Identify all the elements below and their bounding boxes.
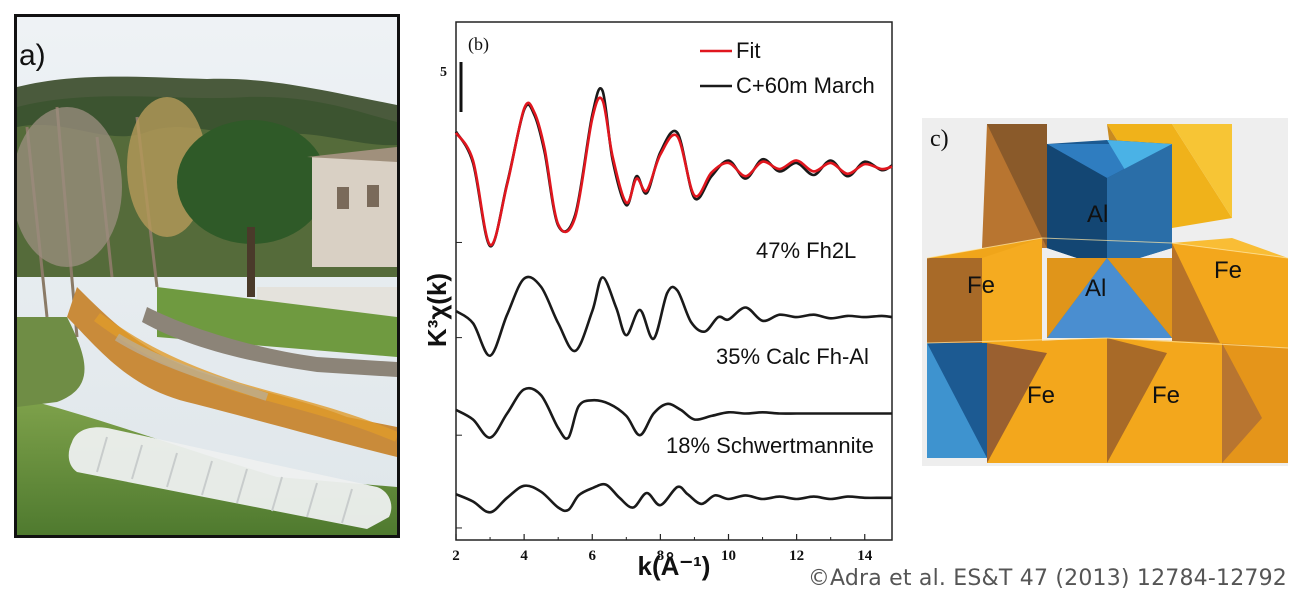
x-tick-label: 6 xyxy=(589,548,597,564)
x-tick-label: 4 xyxy=(520,548,528,564)
x-tick-label: 2 xyxy=(452,548,460,564)
polyhedral-structure: c) Al Al Fe Fe Fe Fe xyxy=(922,118,1289,466)
exafs-chart: 5 (b) Fit C+60m March 47% Fh2L 35% Calc … xyxy=(422,21,893,581)
structure-panel-label: c) xyxy=(930,126,949,152)
component-label-fh-al: 35% Calc Fh-Al xyxy=(716,344,869,369)
scale-bar-label: 5 xyxy=(440,65,447,80)
chart-panel-label: (b) xyxy=(468,34,489,55)
x-axis-ticks: 2 4 6 8 10 12 14 xyxy=(452,534,873,564)
atom-label-al-bottom: Al xyxy=(1085,275,1106,302)
x-tick-label: 10 xyxy=(721,548,736,564)
series-lines xyxy=(454,87,893,514)
series-line-4 xyxy=(455,482,892,514)
atom-label-fe-left-lower: Fe xyxy=(1027,382,1055,409)
x-tick-label: 8 xyxy=(657,548,665,564)
legend-data-label: C+60m March xyxy=(736,73,875,98)
plot-frame xyxy=(455,21,893,541)
series-line-2 xyxy=(455,275,893,357)
field-photo xyxy=(17,17,397,535)
copyright-notice: ©Adra et al. ES&T 47 (2013) 12784-12792 xyxy=(807,566,1287,591)
series-line-3 xyxy=(455,386,892,440)
y-axis-ticks xyxy=(456,241,462,529)
atom-label-fe-right-upper: Fe xyxy=(1214,257,1242,284)
exafs-chart-panel: 5 (b) Fit C+60m March 47% Fh2L 35% Calc … xyxy=(420,10,900,585)
structure-panel: c) Al Al Fe Fe Fe Fe xyxy=(922,118,1289,466)
atom-label-fe-left-upper: Fe xyxy=(967,272,995,299)
series-line-1 xyxy=(454,87,893,248)
legend-fit-label: Fit xyxy=(736,38,760,63)
x-axis-label: k(Å⁻¹) xyxy=(638,551,711,581)
x-tick-label: 12 xyxy=(789,548,804,564)
series-line-0 xyxy=(454,96,893,247)
atom-label-al-top: Al xyxy=(1087,201,1108,228)
atom-label-fe-right-lower: Fe xyxy=(1152,382,1180,409)
component-label-schwertmannite: 18% Schwertmannite xyxy=(666,433,874,458)
component-label-fh2l: 47% Fh2L xyxy=(756,238,856,263)
y-axis-label: K³χ(k) xyxy=(422,273,452,347)
panel-a-label: a) xyxy=(19,39,46,72)
x-tick-label: 14 xyxy=(857,548,873,564)
field-photo-panel: a) xyxy=(14,14,400,538)
